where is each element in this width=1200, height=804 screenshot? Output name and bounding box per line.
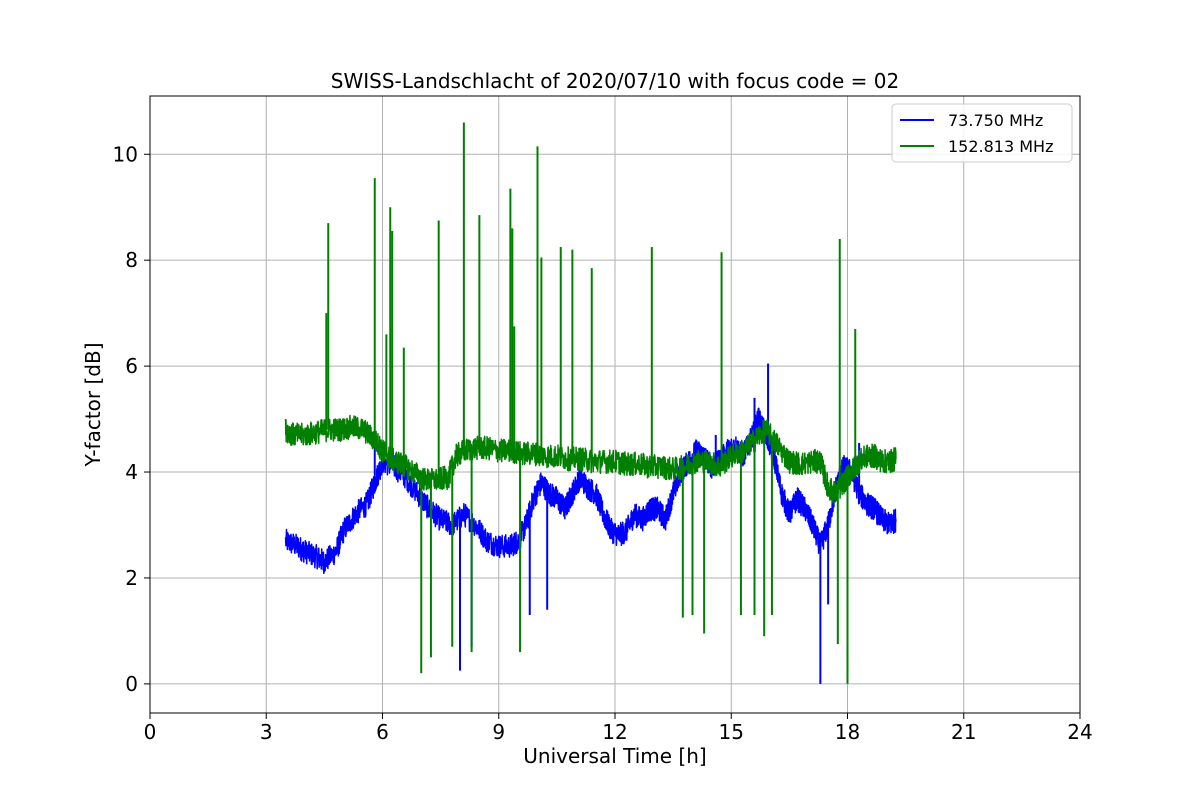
legend: 73.750 MHz 152.813 MHz <box>891 103 1073 163</box>
legend-label: 152.813 MHz <box>948 137 1053 156</box>
x-tick-label: 6 <box>376 720 389 744</box>
x-tick-label: 0 <box>144 720 157 744</box>
legend-label: 73.750 MHz <box>948 111 1043 130</box>
x-tick-label: 15 <box>719 720 744 744</box>
y-tick-label: 4 <box>125 460 138 484</box>
x-tick-label: 24 <box>1067 720 1092 744</box>
series-1 <box>284 122 897 684</box>
series-line <box>284 414 897 504</box>
x-tick-label: 9 <box>492 720 505 744</box>
chart-title: SWISS-Landschlacht of 2020/07/10 with fo… <box>331 69 899 93</box>
y-tick-label: 8 <box>125 248 138 272</box>
y-tick-label: 2 <box>125 566 138 590</box>
x-tick-label: 12 <box>602 720 627 744</box>
series-line <box>284 407 897 575</box>
series-layer <box>284 122 897 684</box>
y-tick-label: 0 <box>125 672 138 696</box>
y-axis-label: Y-factor [dB] <box>81 342 105 467</box>
x-tick-label: 21 <box>951 720 976 744</box>
y-tick-label: 6 <box>125 354 138 378</box>
y-tick-label: 10 <box>113 142 138 166</box>
x-axis-label: Universal Time [h] <box>523 744 706 768</box>
legend-box <box>891 103 1073 163</box>
x-tick-label: 3 <box>260 720 273 744</box>
x-tick-label: 18 <box>835 720 860 744</box>
